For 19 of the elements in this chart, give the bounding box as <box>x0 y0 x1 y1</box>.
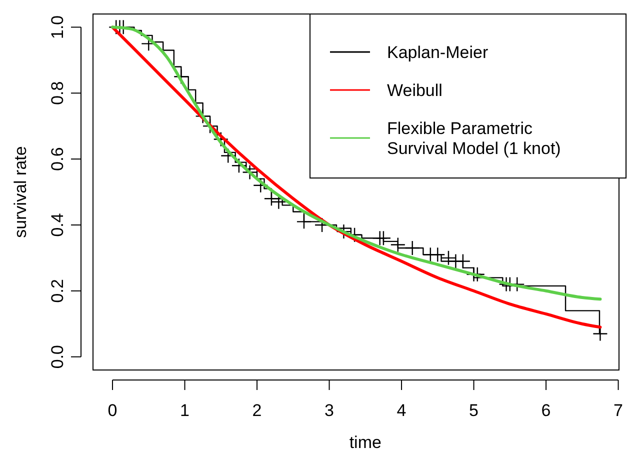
x-tick-label: 5 <box>469 401 479 420</box>
y-tick-label: 0.8 <box>48 81 67 105</box>
x-tick-label: 7 <box>614 401 624 420</box>
x-tick-label: 0 <box>108 401 118 420</box>
y-tick-label: 0.0 <box>48 344 67 369</box>
y-tick-label: 0.6 <box>48 147 67 171</box>
x-tick-label: 3 <box>324 401 334 420</box>
x-tick-label: 1 <box>180 401 190 420</box>
x-tick-label: 2 <box>252 401 262 420</box>
legend-label: Kaplan-Meier <box>387 42 488 62</box>
x-tick-label: 4 <box>396 401 406 420</box>
x-tick-label: 6 <box>541 401 551 420</box>
y-tick-label: 0.4 <box>48 213 67 237</box>
x-axis-title: time <box>349 433 382 452</box>
legend-label: Weibull <box>387 80 442 100</box>
y-tick-label: 0.2 <box>48 279 67 303</box>
y-axis-title: survival rate <box>11 146 30 238</box>
legend-label: Flexible Parametric Survival Model (1 knot) <box>387 118 561 158</box>
y-tick-label: 1.0 <box>48 15 67 40</box>
